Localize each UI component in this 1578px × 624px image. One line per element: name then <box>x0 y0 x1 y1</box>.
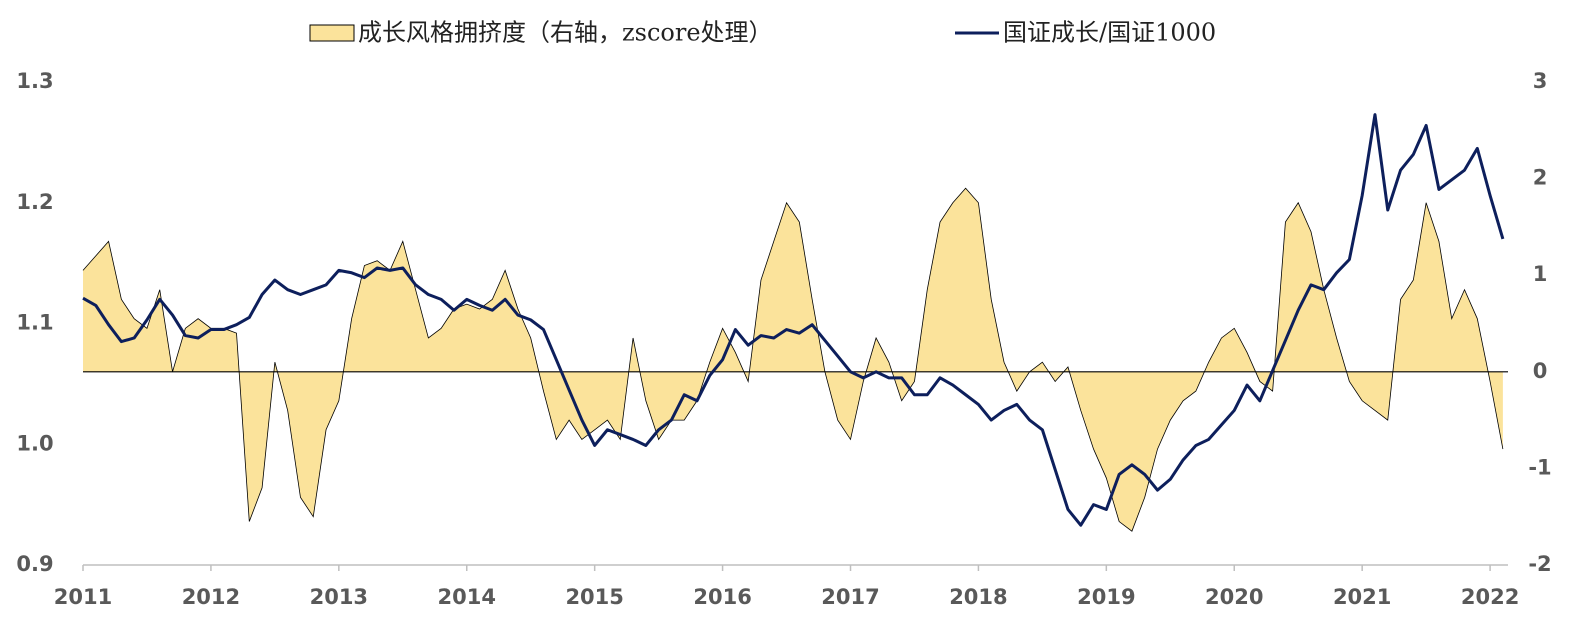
y2-tick-label: -1 <box>1528 455 1551 479</box>
y-tick-label: 1.2 <box>16 190 53 214</box>
x-tick-label: 2012 <box>182 585 240 609</box>
x-tick-label: 2018 <box>949 585 1007 609</box>
area <box>83 188 1503 532</box>
x-tick-label: 2013 <box>310 585 368 609</box>
y2-tick-label: 2 <box>1533 166 1548 190</box>
y-tick-label: 0.9 <box>16 552 53 576</box>
y2-tick-label: -2 <box>1528 552 1551 576</box>
x-tick-label: 2022 <box>1461 585 1519 609</box>
y2-tick-label: 1 <box>1533 262 1548 286</box>
legend-swatch <box>309 24 355 42</box>
legend-label: 成长风格拥挤度（右轴，zscore处理） <box>358 19 773 47</box>
x-tick-label: 2015 <box>565 585 623 609</box>
x-tick-label: 2016 <box>693 585 751 609</box>
x-tick-label: 2014 <box>438 585 496 609</box>
x-tick-label: 2017 <box>821 585 879 609</box>
legend-label: 国证成长/国证1000 <box>1003 19 1216 47</box>
y-tick-label: 1.3 <box>16 69 53 93</box>
x-tick-label: 2011 <box>54 585 112 609</box>
line <box>82 113 1505 527</box>
x-tick-label: 2021 <box>1333 585 1391 609</box>
y-tick-label: 1.1 <box>16 311 53 335</box>
y2-tick-label: 3 <box>1533 69 1548 93</box>
y-tick-label: 1.0 <box>16 431 53 455</box>
x-tick-label: 2019 <box>1077 585 1135 609</box>
x-tick-label: 2020 <box>1205 585 1263 609</box>
y2-tick-label: 0 <box>1533 359 1548 383</box>
